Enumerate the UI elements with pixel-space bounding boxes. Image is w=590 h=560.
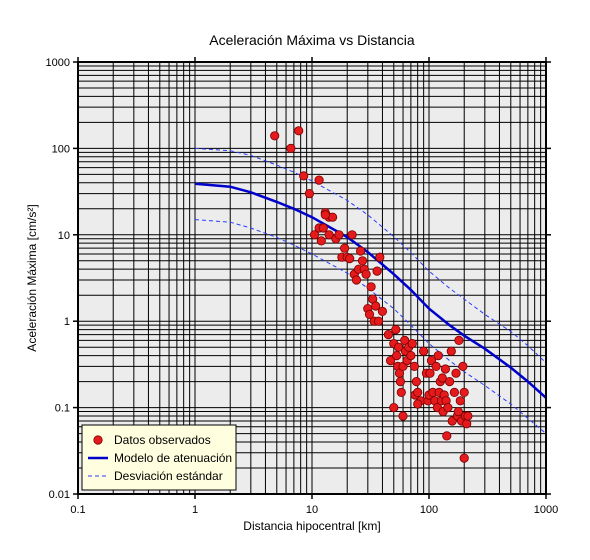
data-point <box>391 324 401 335</box>
data-point <box>316 236 326 246</box>
data-point <box>372 266 382 276</box>
legend-label-model: Modelo de atenuación <box>114 451 232 465</box>
data-point <box>433 350 443 361</box>
data-point <box>462 419 472 429</box>
data-point <box>395 376 405 387</box>
data-point <box>411 376 421 387</box>
data-point <box>459 453 469 463</box>
data-point <box>398 411 408 421</box>
data-point <box>286 143 296 153</box>
data-point <box>366 282 376 292</box>
data-point <box>406 350 416 361</box>
data-point <box>407 338 417 349</box>
data-point <box>451 368 461 378</box>
data-point <box>392 350 402 361</box>
data-point <box>364 309 375 319</box>
data-point <box>334 230 344 240</box>
legend-label-observed: Datos observados <box>114 433 211 447</box>
data-point <box>443 402 453 413</box>
data-point <box>458 361 468 371</box>
data-point <box>425 368 435 378</box>
x-tick-label: 0.1 <box>70 504 85 516</box>
y-tick-label: 1000 <box>46 57 70 69</box>
x-tick-label: 100 <box>420 504 438 516</box>
data-point <box>361 269 371 279</box>
chart-title: Aceleración Máxima vs Distancia <box>209 32 415 48</box>
data-point <box>318 223 328 233</box>
y-tick-label: 0.1 <box>55 403 70 415</box>
data-point <box>418 346 429 356</box>
model-curve <box>194 182 547 399</box>
data-point <box>449 387 459 397</box>
data-point <box>413 387 423 397</box>
data-point <box>357 256 368 266</box>
data-point <box>453 406 463 417</box>
data-point <box>383 329 393 340</box>
y-tick-label: 1 <box>64 316 70 328</box>
data-point <box>347 230 357 240</box>
data-point <box>446 346 456 356</box>
legend-label-std: Desviación estándar <box>114 469 223 483</box>
data-point <box>440 364 450 374</box>
data-point <box>371 301 381 311</box>
data-point <box>400 335 410 345</box>
data-point <box>409 361 419 371</box>
data-point <box>375 252 385 262</box>
data-point <box>299 171 309 181</box>
legend-marker-observed <box>93 435 103 445</box>
x-tick-label: 1000 <box>534 504 558 516</box>
data-point <box>320 210 330 220</box>
data-point <box>459 387 469 397</box>
plot-frame <box>77 61 547 495</box>
data-point <box>309 230 320 240</box>
y-axis-label: Aceleración Máxima [cm/s²] <box>25 204 39 351</box>
data-point <box>385 355 396 366</box>
data-point <box>339 243 350 253</box>
data-point <box>454 335 464 345</box>
data-point <box>444 376 455 387</box>
data-point <box>389 402 399 413</box>
data-point <box>431 361 441 371</box>
data-point <box>345 254 355 264</box>
std-lower-line <box>194 219 547 434</box>
data-point <box>351 275 362 285</box>
x-tick-label: 1 <box>192 504 198 516</box>
data-points <box>270 126 473 463</box>
y-tick-label: 10 <box>58 230 70 242</box>
legend: Datos observados Modelo de atenuación De… <box>81 424 237 491</box>
data-point <box>437 373 447 383</box>
y-tick-label: 0.01 <box>49 489 70 501</box>
y-tick-label: 100 <box>52 143 70 155</box>
data-point <box>355 246 366 256</box>
std-upper-line <box>194 147 547 364</box>
std-lines <box>194 147 547 434</box>
data-point <box>324 230 334 240</box>
data-point <box>314 175 324 185</box>
data-point <box>463 411 473 421</box>
data-point <box>377 306 387 316</box>
data-point <box>396 387 406 397</box>
x-tick-label: 10 <box>306 504 318 516</box>
data-point <box>413 399 423 409</box>
data-point <box>294 126 304 136</box>
data-point <box>304 189 314 199</box>
x-axis-label: Distancia hipocentral [km] <box>243 519 380 533</box>
data-point <box>373 316 384 326</box>
data-point <box>455 396 465 406</box>
data-point <box>442 431 452 441</box>
grid-lines <box>78 62 546 494</box>
data-point <box>270 131 280 141</box>
model-line <box>194 182 547 399</box>
data-point <box>393 342 404 352</box>
